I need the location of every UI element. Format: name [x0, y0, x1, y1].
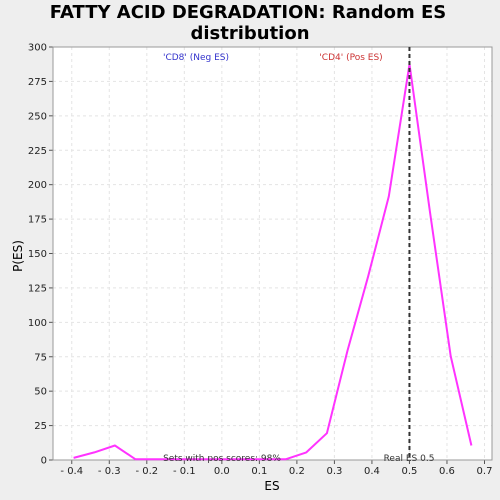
x-tick-label: 0.4 — [364, 466, 380, 477]
series-layer — [73, 47, 473, 461]
pos-scores-label: Sets with pos scores: 98% — [163, 454, 281, 464]
distribution-line — [73, 63, 473, 461]
x-tick-label: 0.2 — [289, 466, 305, 477]
y-tick-label: 300 — [28, 43, 47, 54]
y-tick-label: 100 — [28, 318, 47, 329]
pos-es-label: 'CD4' (Pos ES) — [319, 53, 382, 63]
y-tick-label: 225 — [28, 146, 47, 157]
x-tick-label: - 0.4 — [60, 466, 83, 477]
x-tick-label: - 0.1 — [173, 466, 196, 477]
x-tick-label: - 0.3 — [98, 466, 121, 477]
chart-title-line-2: distribution — [190, 23, 309, 44]
y-tick-label: 50 — [34, 387, 47, 398]
x-tick-label: 0.0 — [214, 466, 230, 477]
y-tick-label: 250 — [28, 111, 47, 122]
annotations: 'CD8' (Neg ES) 'CD4' (Pos ES) Sets with … — [163, 53, 434, 464]
y-tick-label: 175 — [28, 215, 47, 226]
y-tick-label: 200 — [28, 180, 47, 191]
y-tick-label: 275 — [28, 77, 47, 88]
y-tick-label: 150 — [28, 249, 47, 260]
x-tick-label: 0.5 — [401, 466, 417, 477]
y-tick-label: 125 — [28, 283, 47, 294]
axes: - 0.4 - 0.3 - 0.2 - 0.1 0.0 0.1 0.2 0.3 0.4 0.5 0.… — [28, 43, 493, 477]
y-tick-label: 0 — [41, 456, 47, 467]
x-axis-label: ES — [264, 479, 279, 493]
real-es-label: Real ES 0.5 — [384, 454, 435, 464]
x-tick-label: 0.6 — [439, 466, 455, 477]
y-axis-label: P(ES) — [11, 240, 25, 272]
x-tick-label: 0.1 — [251, 466, 267, 477]
y-tick-label: 25 — [34, 421, 47, 432]
x-tick-label: 0.7 — [477, 466, 493, 477]
chart-title-line-1: FATTY ACID DEGRADATION: Random ES — [50, 2, 447, 23]
neg-es-label: 'CD8' (Neg ES) — [163, 53, 229, 63]
x-tick-label: 0.3 — [326, 466, 342, 477]
y-tick-label: 75 — [34, 352, 47, 363]
x-tick-label: - 0.2 — [135, 466, 158, 477]
